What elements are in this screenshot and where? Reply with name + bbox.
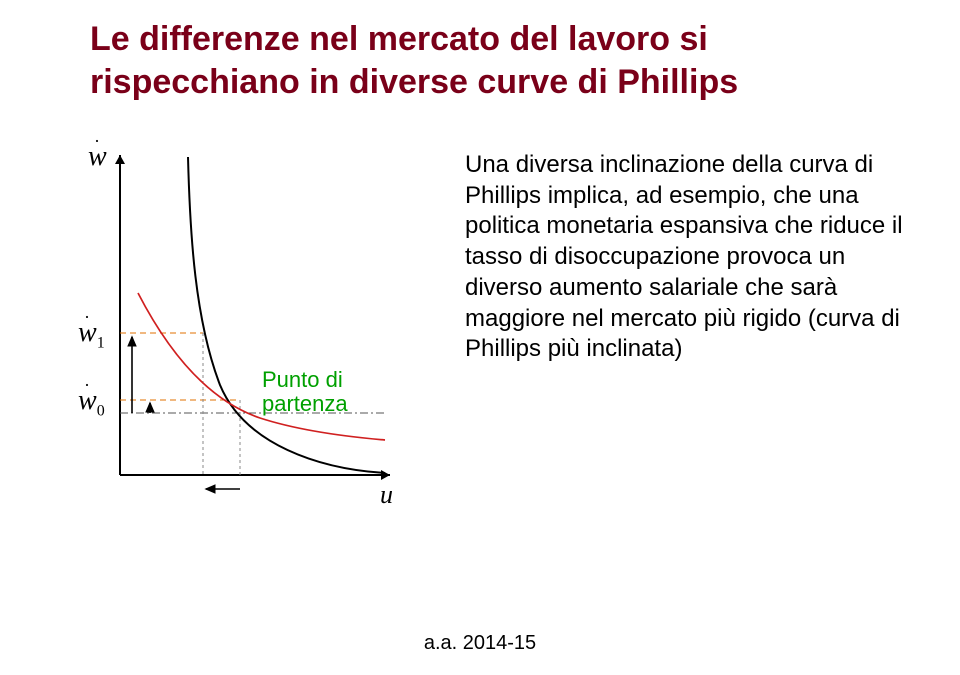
chart-svg (70, 145, 410, 525)
phillips-chart: · w · w1 · w0 u Punto di partenza (70, 145, 410, 525)
title-line-2: rispecchiano in diverse curve di Phillip… (90, 61, 900, 104)
x-axis-label: u (380, 480, 393, 510)
body-paragraph: Una diversa inclinazione della curva di … (465, 150, 905, 365)
slide-title: Le differenze nel mercato del lavoro si … (90, 18, 900, 103)
footer-text: a.a. 2014-15 (0, 632, 960, 655)
title-line-1: Le differenze nel mercato del lavoro si (90, 18, 900, 61)
y-tick-w1: · w1 (78, 317, 105, 353)
y-axis-label: · w (88, 141, 107, 173)
y-tick-w0: · w0 (78, 385, 105, 421)
starting-point-label: Punto di partenza (262, 368, 348, 416)
